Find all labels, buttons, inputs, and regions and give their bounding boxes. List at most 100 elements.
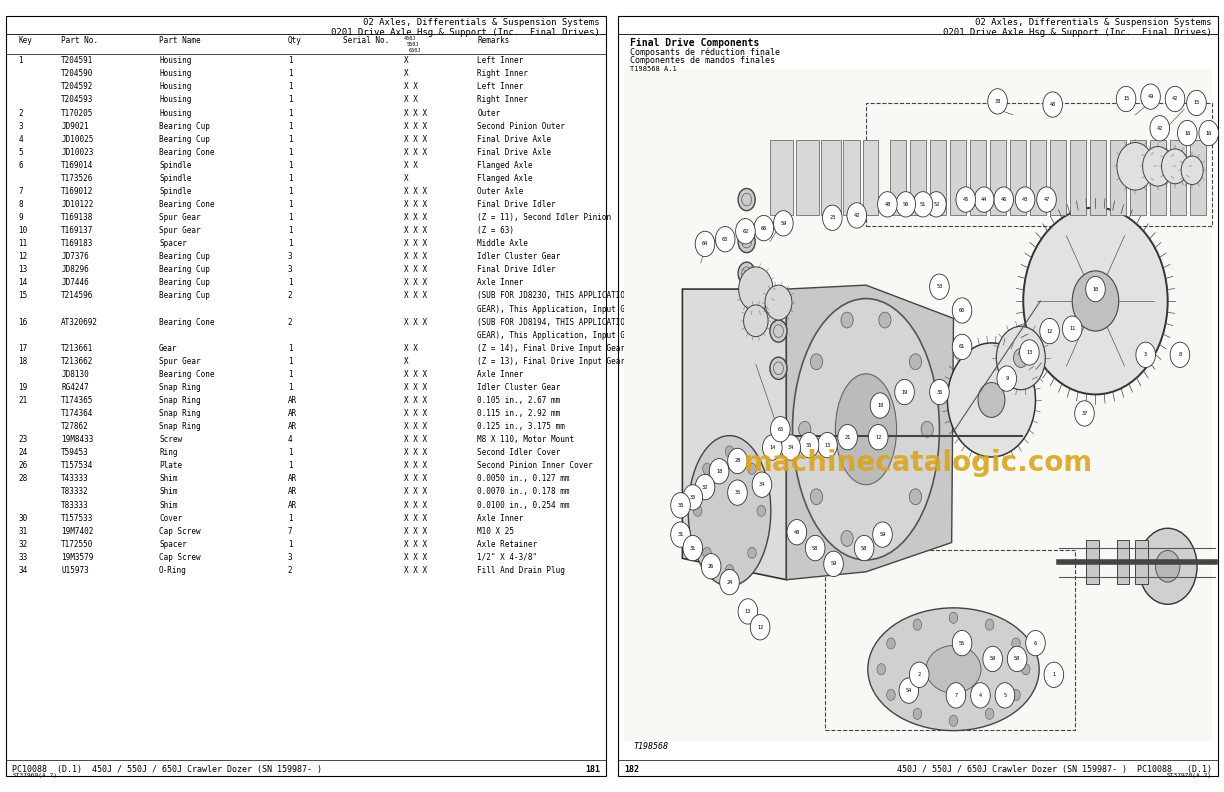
Text: Spindle: Spindle [159,161,191,169]
Text: Bearing Cone: Bearing Cone [159,318,214,326]
Text: Bearing Cup: Bearing Cup [159,252,211,261]
Text: 33: 33 [689,495,696,500]
Text: M8 X 110, Motor Mount: M8 X 110, Motor Mount [477,436,574,444]
Circle shape [927,192,946,217]
Text: Final Drive Components: Final Drive Components [630,38,760,48]
Text: 59: 59 [879,532,886,537]
Text: 32: 32 [18,540,28,549]
Text: Shim: Shim [159,501,177,509]
Text: T174365: T174365 [61,396,93,405]
Circle shape [1037,187,1056,212]
Text: 9: 9 [18,213,23,222]
Text: 10: 10 [1092,287,1099,291]
Text: T214596: T214596 [61,291,93,300]
Circle shape [847,203,867,228]
Text: 3: 3 [1144,352,1147,357]
Polygon shape [683,289,786,580]
Text: 30: 30 [18,513,28,523]
Circle shape [995,683,1015,708]
Text: Remarks: Remarks [477,36,509,45]
Text: 32: 32 [701,485,709,489]
Text: X X X: X X X [404,474,427,483]
Text: X X X: X X X [404,278,427,287]
Text: JD7376: JD7376 [61,252,89,261]
Circle shape [727,480,747,505]
Circle shape [898,678,918,703]
Text: 12: 12 [18,252,28,261]
Text: RG4247: RG4247 [61,383,89,392]
Text: 59: 59 [830,562,837,566]
Text: X X X: X X X [404,396,427,405]
Circle shape [701,554,721,579]
Text: AR: AR [288,501,297,509]
Text: 0.0050 in., 0.127 mm: 0.0050 in., 0.127 mm [477,474,570,483]
Text: 44: 44 [980,197,988,202]
Circle shape [1007,646,1027,672]
Bar [843,140,860,215]
Circle shape [738,230,755,253]
Circle shape [879,312,891,328]
Text: Housing: Housing [159,95,191,105]
Text: JD8296: JD8296 [61,265,89,274]
Text: Right Inner: Right Inner [477,95,529,105]
Text: 60: 60 [958,308,966,313]
Circle shape [886,638,895,649]
Text: T204592: T204592 [61,82,93,91]
Text: 63: 63 [722,237,728,242]
Text: 0201 Drive Axle Hsg & Support (Inc.  Final Drives): 0201 Drive Axle Hsg & Support (Inc. Fina… [330,28,600,36]
Circle shape [896,192,916,217]
Text: T213662: T213662 [61,356,93,366]
Text: 7: 7 [288,527,293,535]
Text: Cap Screw: Cap Screw [159,527,201,535]
Text: 58: 58 [860,546,868,550]
Text: 19M7402: 19M7402 [61,527,93,535]
Text: 43: 43 [1022,197,1028,202]
Circle shape [818,432,837,458]
Text: Bearing Cup: Bearing Cup [159,291,211,300]
Ellipse shape [835,374,896,485]
Text: 12: 12 [756,625,764,630]
Text: 18: 18 [716,469,722,474]
Text: Cap Screw: Cap Screw [159,553,201,562]
Text: 19M3579: 19M3579 [61,553,93,562]
Text: Left Inner: Left Inner [477,56,524,65]
Text: 49: 49 [1147,94,1154,99]
Text: Spur Gear: Spur Gear [159,213,201,222]
Text: T157534: T157534 [61,461,93,470]
Text: 3: 3 [18,121,23,131]
Circle shape [950,612,958,623]
Circle shape [895,379,914,405]
Circle shape [748,463,756,474]
Text: 62: 62 [742,229,749,234]
Text: Idler Cluster Gear: Idler Cluster Gear [477,383,561,392]
Bar [951,140,966,215]
Circle shape [841,312,853,328]
Text: T172550: T172550 [61,540,93,549]
Text: 21: 21 [18,396,28,405]
Circle shape [750,615,770,640]
Circle shape [950,715,958,726]
Text: 30: 30 [677,503,684,508]
Circle shape [971,683,990,708]
Text: Outer: Outer [477,109,501,117]
Circle shape [870,393,890,418]
Bar [770,140,793,215]
Circle shape [879,531,891,546]
Circle shape [1136,342,1155,367]
Bar [891,140,906,215]
Text: 1: 1 [288,448,293,457]
Text: Bearing Cup: Bearing Cup [159,265,211,274]
Text: (Z = 13), Final Drive Input Gear: (Z = 13), Final Drive Input Gear [477,356,625,366]
Circle shape [974,187,994,212]
Text: T198568: T198568 [634,742,668,751]
Text: Key: Key [18,36,32,45]
Text: 19: 19 [901,390,908,394]
Text: ST37970(A.2): ST37970(A.2) [1166,773,1212,778]
Text: 1: 1 [288,213,293,222]
Bar [624,69,1212,741]
Circle shape [1118,143,1153,190]
Circle shape [765,285,792,320]
Text: 65: 65 [777,427,783,432]
Circle shape [671,522,690,547]
Circle shape [996,366,1017,391]
